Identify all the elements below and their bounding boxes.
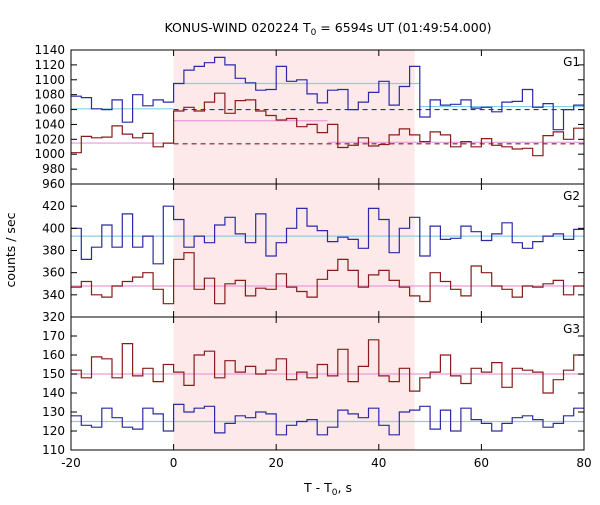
series-line-blue	[71, 205, 584, 265]
shaded-interval	[173, 50, 415, 184]
y-tick-label: 1060	[34, 103, 65, 117]
panel-label: G2	[563, 189, 580, 203]
title-suffix: = 6594s UT (01:49:54.000)	[316, 20, 491, 35]
x-axis-label: T - T0, s	[303, 480, 352, 498]
y-tick-label: 140	[42, 386, 65, 400]
x-tick-label: 0	[170, 456, 178, 470]
y-tick-label: 160	[42, 348, 65, 362]
x-label-prefix: T - T	[303, 480, 332, 495]
x-tick-label: 40	[371, 456, 386, 470]
y-tick-label: 150	[42, 367, 65, 381]
y-tick-label: 1080	[34, 88, 65, 102]
y-tick-label: 1140	[34, 43, 65, 57]
y-tick-label: 980	[42, 162, 65, 176]
y-tick-label: 1120	[34, 58, 65, 72]
y-tick-label: 130	[42, 405, 65, 419]
panel-label: G1	[563, 55, 580, 69]
series-line-red	[71, 92, 584, 157]
y-tick-label: 420	[42, 199, 65, 213]
y-axis-label: counts / sec	[3, 212, 18, 287]
x-tick-label: 80	[576, 456, 591, 470]
y-tick-label: 400	[42, 221, 65, 235]
chart-title: KONUS-WIND 020224 T0 = 6594s UT (01:49:5…	[164, 20, 491, 38]
title-subscript: 0	[311, 28, 317, 38]
x-label-subscript: 0	[332, 488, 338, 498]
shaded-interval	[173, 184, 415, 317]
panel-label: G3	[563, 322, 580, 336]
y-tick-label: 340	[42, 288, 65, 302]
y-tick-label: 360	[42, 266, 65, 280]
series-line-red	[71, 339, 584, 394]
y-tick-label: 380	[42, 244, 65, 258]
y-tick-label: 1040	[34, 117, 65, 131]
series-line-red	[71, 252, 584, 305]
panel-g2: 320 340 360 380 400 420 G2	[42, 183, 585, 324]
x-label-suffix: , s	[338, 480, 352, 495]
series-line-blue	[71, 56, 584, 131]
y-tick-label: 1020	[34, 132, 65, 146]
y-tick-label: 1000	[34, 147, 65, 161]
panel-g3: 110 120 130 140 150 160 170 G3	[42, 316, 585, 457]
y-tick-label: 110	[42, 443, 65, 457]
y-tick-label: 170	[42, 329, 65, 343]
panels-group: 96098010001020104010601080110011201140G1…	[34, 43, 591, 470]
y-tick-label: 120	[42, 424, 65, 438]
x-tick-label: 60	[474, 456, 489, 470]
x-tick-label: -20	[61, 456, 81, 470]
y-tick-label: 960	[42, 177, 65, 191]
y-tick-label: 1100	[34, 73, 65, 87]
series-line-blue	[71, 403, 584, 436]
title-prefix: KONUS-WIND 020224 T	[164, 20, 310, 35]
y-tick-label: 320	[42, 310, 65, 324]
shaded-interval	[173, 317, 415, 450]
x-tick-label: 20	[269, 456, 284, 470]
panel-frame	[70, 316, 585, 451]
